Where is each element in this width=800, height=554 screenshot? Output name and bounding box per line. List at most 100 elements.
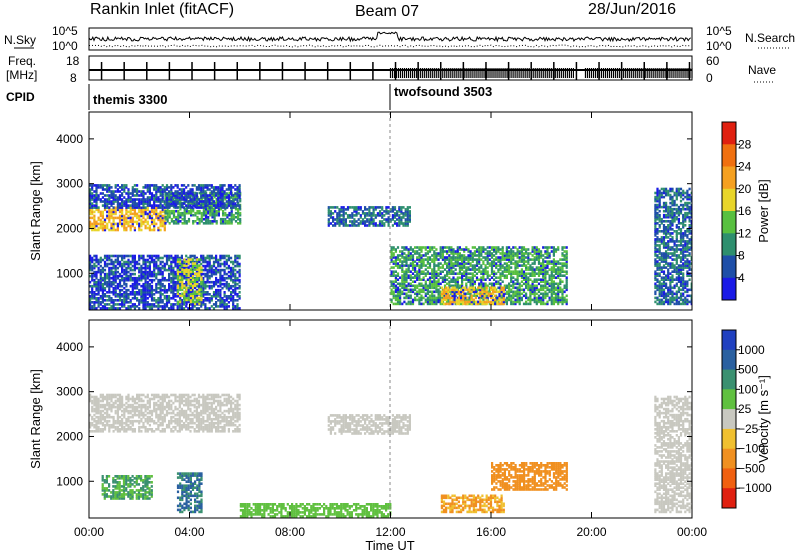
range-gate-cell [518, 292, 521, 296]
range-gate-cell [144, 186, 147, 189]
range-gate-cell [181, 276, 184, 279]
range-gate-cell [234, 198, 237, 201]
range-gate-cell [138, 208, 141, 212]
range-gate-cell [399, 300, 402, 304]
range-gate-cell [204, 266, 207, 270]
range-gate-cell [95, 194, 98, 197]
range-gate-cell [146, 288, 149, 292]
range-gate-cell [206, 272, 209, 276]
range-gate-cell [475, 288, 479, 292]
range-gate-cell [499, 284, 502, 288]
range-gate-cell [234, 193, 238, 197]
range-gate-cell [447, 294, 450, 298]
range-gate-cell [114, 212, 117, 216]
range-gate-cell [103, 282, 107, 286]
range-gate-cell [546, 288, 549, 292]
range-gate-cell [204, 282, 207, 286]
range-gate-cell [389, 220, 392, 223]
range-gate-cell [148, 254, 151, 258]
range-gate-cell [200, 258, 203, 262]
range-gate-cell [420, 262, 423, 265]
range-gate-cell [522, 246, 526, 249]
range-gate-cell [191, 188, 194, 191]
range-gate-cell [537, 262, 541, 265]
range-gate-cell [97, 210, 100, 214]
range-gate-cell [353, 208, 356, 211]
range-gate-cell [131, 192, 134, 195]
range-gate-cell [114, 196, 117, 199]
range-gate-cell [535, 256, 538, 259]
range-gate-cell [138, 268, 141, 272]
range-gate-cell [223, 272, 226, 276]
range-gate-cell [198, 217, 201, 221]
range-gate-cell [418, 254, 421, 257]
range-gate-cell [217, 200, 220, 203]
range-gate-cell [195, 192, 198, 195]
range-gate-cell [456, 264, 459, 267]
range-gate-cell [148, 196, 151, 199]
range-gate-cell [89, 280, 92, 284]
range-gate-cell [89, 190, 92, 193]
range-gate-cell [565, 270, 568, 273]
range-gate-cell [529, 296, 532, 300]
range-gate-cell [456, 286, 459, 290]
range-gate-cell [396, 218, 399, 221]
range-gate-cell [197, 284, 201, 288]
range-gate-cell [121, 218, 124, 222]
range-gate-cell [138, 190, 141, 193]
range-gate-cell [230, 256, 233, 260]
range-gate-cell [428, 286, 432, 290]
range-gate-cell [516, 274, 519, 277]
range-gate-cell [381, 212, 384, 215]
range-gate-cell [159, 210, 162, 214]
range-gate-cell [174, 204, 177, 207]
range-gate-cell [219, 272, 222, 276]
range-gate-cell [385, 210, 388, 213]
range-gate-cell [118, 198, 122, 201]
range-gate-cell [170, 254, 173, 258]
range-gate-cell [196, 280, 199, 283]
range-gate-cell [127, 194, 130, 197]
range-gate-cell [112, 212, 115, 216]
range-gate-cell [136, 282, 139, 286]
range-gate-cell [198, 199, 201, 203]
range-gate-cell [401, 282, 404, 286]
range-gate-cell [385, 208, 388, 211]
range-gate-cell [148, 262, 151, 266]
range-gate-cell [146, 190, 149, 193]
range-gate-cell [174, 288, 177, 292]
range-gate-cell [153, 264, 156, 268]
range-gate-cell [458, 264, 461, 267]
range-gate-cell [422, 254, 425, 257]
range-gate-cell [238, 278, 241, 282]
range-gate-cell [557, 274, 560, 277]
range-gate-cell [219, 280, 222, 284]
range-gate-cell [439, 256, 442, 259]
range-gate-cell [563, 258, 566, 261]
range-gate-cell [131, 282, 134, 286]
range-gate-cell [202, 280, 205, 284]
range-gate-cell [148, 186, 151, 189]
range-gate-cell [187, 209, 191, 213]
range-gate-cell [146, 198, 149, 201]
range-gate-cell [433, 278, 436, 281]
range-gate-cell [456, 284, 459, 288]
range-gate-cell [435, 280, 438, 283]
range-gate-cell [383, 224, 386, 227]
range-gate-cell [495, 282, 498, 286]
range-gate-cell [131, 218, 134, 222]
range-gate-cell [165, 254, 169, 258]
range-gate-cell [349, 216, 352, 219]
range-gate-cell [89, 206, 92, 209]
range-gate-cell [238, 284, 241, 288]
range-gate-cell [439, 270, 442, 273]
range-gate-cell [329, 206, 332, 209]
range-gate-cell [403, 284, 406, 288]
range-gate-cell [561, 268, 564, 271]
range-gate-cell [527, 248, 530, 251]
range-gate-cell [475, 262, 479, 265]
range-gate-cell [110, 190, 113, 193]
range-gate-cell [488, 302, 491, 306]
range-gate-cell [228, 222, 231, 225]
range-gate-cell [146, 186, 149, 189]
